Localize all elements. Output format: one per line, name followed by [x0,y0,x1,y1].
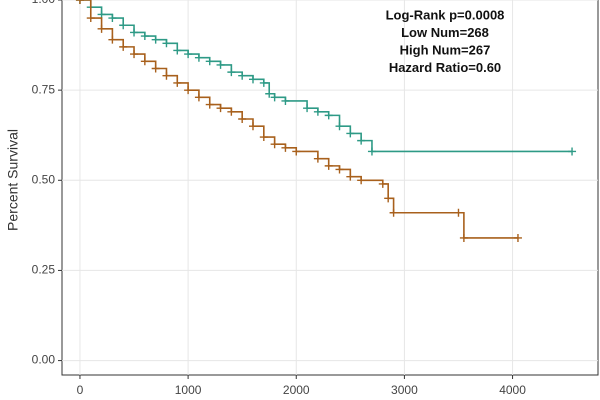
censor-mark [270,93,279,102]
censor-mark [86,14,95,23]
censor-mark [513,233,522,242]
censor-mark [97,24,106,33]
censor-mark [119,21,128,30]
censor-mark [248,75,257,84]
y-tick-label: 0.50 [32,172,56,186]
censor-mark [292,147,301,156]
x-tick-label: 3000 [391,383,418,397]
censor-mark [324,161,333,170]
x-tick-label: 4000 [499,383,526,397]
censor-mark [346,129,355,138]
censor-mark [205,57,214,66]
censor-mark [97,10,106,19]
y-axis-label: Percent Survival [5,129,21,231]
censor-mark [162,71,171,80]
censor-mark [384,194,393,203]
censor-mark [151,64,160,73]
censor-mark [130,28,139,37]
censor-mark [173,78,182,87]
x-tick-label: 0 [77,383,84,397]
annotation: High Num=267 [400,42,491,57]
censor-mark [259,78,268,87]
annotation: Low Num=268 [401,25,489,40]
censor-mark [303,104,312,113]
censor-mark [227,68,236,77]
censor-mark [281,96,290,105]
censor-mark [75,0,84,4]
censor-mark [313,154,322,163]
x-tick-label: 1000 [175,383,202,397]
censor-mark [389,208,398,217]
censor-mark [227,107,236,116]
censor-mark [346,172,355,181]
censor-mark [108,14,117,23]
censor-mark [194,53,203,62]
annotation: Hazard Ratio=0.60 [389,60,501,75]
censor-mark [357,176,366,185]
censor-mark [151,35,160,44]
censor-mark [238,114,247,123]
censor-mark [281,143,290,152]
censor-mark [184,86,193,95]
censor-mark [194,93,203,102]
plot-area [61,0,599,376]
censor-mark [248,122,257,131]
y-tick-label: 0.25 [32,263,56,277]
y-tick-label: 1.00 [32,0,56,6]
censor-mark [205,100,214,109]
censor-mark [324,111,333,120]
censor-mark [313,107,322,116]
censor-mark [119,42,128,51]
censor-mark [162,39,171,48]
censor-mark [216,60,225,69]
censor-mark [140,32,149,41]
censor-mark [265,89,274,98]
censor-mark [568,147,577,156]
censor-mark [140,57,149,66]
censor-mark [459,233,468,242]
censor-mark [367,147,376,156]
censor-mark [238,71,247,80]
censor-mark [184,50,193,59]
censor-mark [173,46,182,55]
y-tick-label: 0.75 [32,82,56,96]
x-tick-label: 2000 [283,383,310,397]
censor-mark [130,50,139,59]
censor-mark [259,133,268,142]
censor-mark [454,208,463,217]
y-tick-label: 0.00 [32,353,56,367]
annotation: Log-Rank p=0.0008 [386,7,505,22]
censor-mark [270,140,279,149]
censor-mark [216,104,225,113]
censor-mark [378,179,387,188]
censor-mark [335,122,344,131]
censor-mark [108,35,117,44]
censor-mark [335,165,344,174]
censor-mark [357,136,366,145]
